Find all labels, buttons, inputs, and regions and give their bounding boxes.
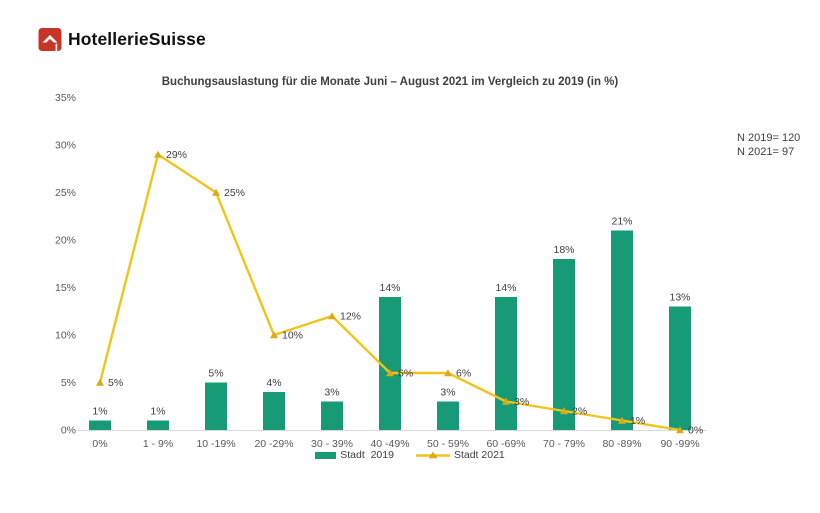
bar-stadt-2019 <box>437 401 459 430</box>
x-axis-category-label: 90 -99% <box>660 438 699 450</box>
chart-title: Buchungsauslastung für die Monate Juni –… <box>161 76 619 88</box>
line-value-label: 6% <box>398 368 413 380</box>
x-axis-category-label: 20 -29% <box>254 438 293 450</box>
line-point-marker <box>676 426 684 434</box>
bar-value-label: 1% <box>150 406 165 418</box>
line-point-marker <box>154 150 162 158</box>
bar-stadt-2019 <box>321 401 343 430</box>
line-point-marker <box>618 416 626 424</box>
bar-value-label: 3% <box>440 387 455 399</box>
x-axis-category-label: 60 -69% <box>486 438 525 450</box>
bar-stadt-2019 <box>263 392 285 430</box>
line-value-label: 25% <box>224 187 245 199</box>
bar-stadt-2019 <box>611 230 633 430</box>
x-axis-category-label: 0% <box>92 438 107 450</box>
sample-size-2019: N 2019= 120 <box>737 132 801 144</box>
line-value-label: 0% <box>688 425 703 437</box>
line-value-label: 5% <box>108 377 123 389</box>
y-axis-tick-label: 25% <box>55 187 76 199</box>
x-axis-category-label: 80 -89% <box>602 438 641 450</box>
x-axis-category-label: 30 - 39% <box>311 438 353 450</box>
brand-name: HotellerieSuisse <box>68 29 206 49</box>
hotelleriesuisse-house-icon <box>38 28 62 52</box>
x-axis-category-label: 70 - 79% <box>543 438 585 450</box>
bar-value-label: 4% <box>266 377 281 389</box>
bar-value-label: 18% <box>553 244 574 256</box>
bar-stadt-2019 <box>379 297 401 430</box>
bar-value-label: 1% <box>92 406 107 418</box>
bar-value-label: 5% <box>208 368 223 380</box>
line-value-label: 1% <box>630 415 645 427</box>
brand-logo: HotellerieSuisse <box>38 27 206 52</box>
legend-label-stadt-2021: Stadt 2021 <box>453 449 505 461</box>
line-value-label: 10% <box>282 330 303 342</box>
y-axis-tick-label: 0% <box>61 425 76 437</box>
line-point-marker <box>270 331 278 339</box>
line-value-label: 29% <box>166 149 187 161</box>
y-axis-tick-label: 15% <box>55 282 76 294</box>
sample-size-2021: N 2021= 97 <box>737 146 795 158</box>
y-axis-tick-label: 35% <box>55 92 76 104</box>
legend-bar-swatch <box>315 451 337 459</box>
bar-value-label: 21% <box>611 216 632 228</box>
bar-stadt-2019 <box>89 420 111 430</box>
y-axis-tick-label: 30% <box>55 140 76 152</box>
bar-value-label: 14% <box>379 282 400 294</box>
line-point-marker <box>502 397 510 405</box>
bar-stadt-2019 <box>553 259 575 430</box>
bar-stadt-2019 <box>147 420 169 430</box>
line-point-marker <box>96 378 104 386</box>
bar-value-label: 3% <box>324 387 339 399</box>
bar-stadt-2019 <box>669 306 691 430</box>
x-axis-category-label: 1 - 9% <box>143 438 173 450</box>
line-value-label: 12% <box>340 311 361 323</box>
y-axis-tick-label: 5% <box>61 377 76 389</box>
line-value-label: 3% <box>514 396 529 408</box>
line-point-marker <box>328 312 336 320</box>
line-value-label: 2% <box>572 406 587 418</box>
line-point-marker <box>444 369 452 377</box>
bar-stadt-2019 <box>495 297 517 430</box>
legend-label-stadt-2019: Stadt 2019 <box>340 449 394 461</box>
y-axis-tick-label: 10% <box>55 330 76 342</box>
sample-size-annotation: N 2019= 120 N 2021= 97 <box>737 131 800 159</box>
legend-item-stadt-2019: Stadt 2019 <box>315 449 394 461</box>
legend-item-stadt-2021: Stadt 2021 <box>415 449 505 461</box>
x-axis-category-label: 40 -49% <box>370 438 409 450</box>
y-axis-tick-label: 20% <box>55 235 76 247</box>
bar-value-label: 13% <box>669 292 690 304</box>
bar-stadt-2019 <box>205 382 227 430</box>
bar-value-label: 14% <box>495 282 516 294</box>
chart-legend: Stadt 2019 Stadt 2021 <box>0 449 820 461</box>
line-point-marker <box>386 369 394 377</box>
line-point-marker <box>560 407 568 415</box>
line-point-marker <box>212 188 220 196</box>
x-axis-category-label: 10 -19% <box>196 438 235 450</box>
legend-line-swatch <box>415 451 450 458</box>
line-value-label: 6% <box>456 368 471 380</box>
x-axis-category-label: 50 - 59% <box>427 438 469 450</box>
